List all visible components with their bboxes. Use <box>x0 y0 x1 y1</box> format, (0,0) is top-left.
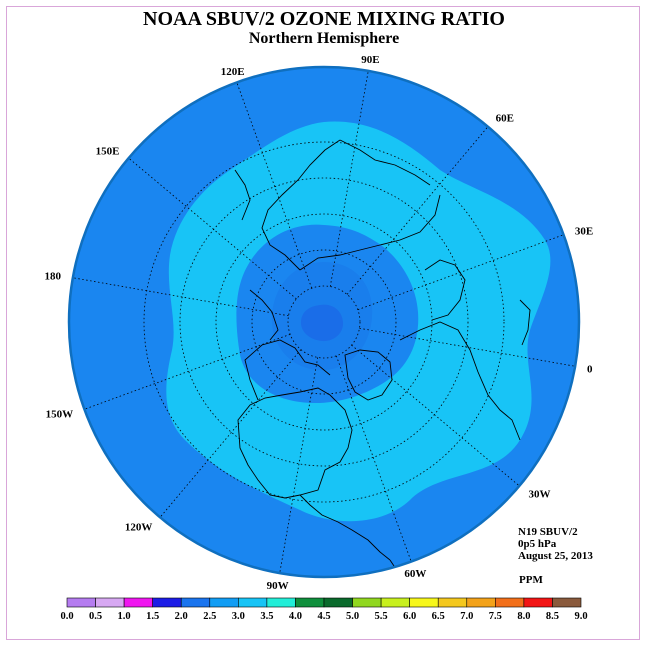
meridian-line <box>72 277 289 317</box>
longitude-label: 180 <box>45 271 62 283</box>
longitude-labels: 90E 60E 30E 0 30W 60W 90W 120W 150W 180 150E 120E <box>45 54 594 592</box>
latitude-circles <box>143 141 505 503</box>
meridian-line <box>329 70 369 287</box>
satellite-label: N19 SBUV/2 <box>518 526 578 538</box>
longitude-label: 0 <box>587 363 593 375</box>
meridian-line <box>84 333 291 410</box>
meridian-line <box>335 355 412 562</box>
longitude-label: 60W <box>404 568 426 580</box>
longitude-label: 120E <box>221 66 245 78</box>
map-boundary <box>67 65 581 579</box>
map-title: NOAA SBUV/2 OZONE MIXING RATIO <box>143 8 505 30</box>
map-info-block: N19 SBUV/2 0p5 hPa August 25, 2013 <box>518 526 593 562</box>
longitude-label: 90E <box>361 54 379 66</box>
contour-polar-2-5 <box>271 262 373 371</box>
meridian-line <box>279 357 319 574</box>
contour-band-3-0 <box>166 121 551 522</box>
pressure-level-label: 0p5 hPa <box>518 538 557 550</box>
meridian-line <box>357 234 564 311</box>
longitude-label: 150E <box>96 145 120 157</box>
meridian-line <box>128 157 297 300</box>
longitude-label: 150W <box>46 408 74 420</box>
date-label: August 25, 2013 <box>518 550 593 562</box>
figure-frame <box>6 6 640 640</box>
longitude-label: 90W <box>267 580 289 592</box>
units-label: PPM <box>519 574 543 586</box>
meridian-line <box>159 349 302 518</box>
map-subtitle: Northern Hemisphere <box>248 30 400 47</box>
longitude-label: 30W <box>529 489 551 501</box>
meridian-lines <box>72 70 576 574</box>
longitude-label: 30E <box>575 226 593 238</box>
longitude-label: 60E <box>496 112 514 124</box>
meridian-line <box>346 126 489 295</box>
longitude-label: 120W <box>125 522 153 534</box>
meridian-line <box>236 82 313 289</box>
meridian-line <box>359 327 576 367</box>
meridian-line <box>351 344 520 487</box>
